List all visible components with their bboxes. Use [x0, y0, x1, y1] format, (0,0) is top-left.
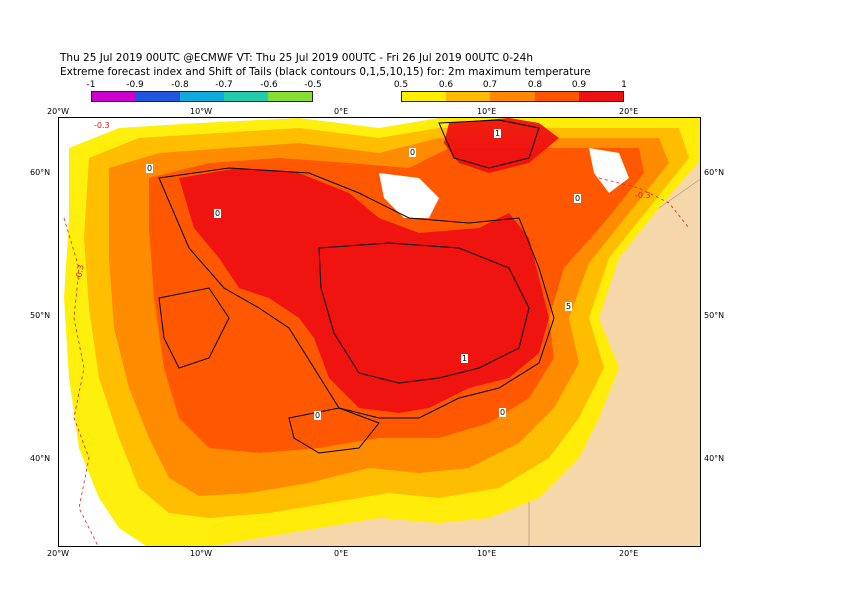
north-sea-gap — [379, 173, 439, 218]
colorbar-negative-swatch-5 — [268, 92, 312, 101]
colorbar-negative-tick-5: -0.6 — [260, 80, 278, 90]
colorbar-positive-swatch-4 — [534, 92, 579, 101]
colorbar-positive-tick-1: 0.5 — [393, 80, 409, 90]
right-lat-label-2: 50°N — [704, 311, 725, 320]
colorbar-negative-swatch-4 — [224, 92, 268, 101]
colorbar-negative-swatch-3 — [180, 92, 224, 101]
top-lon-label-2: 10°W — [190, 107, 213, 116]
bottom-lon-label-1: 20°W — [47, 549, 70, 558]
left-lat-label-2: 50°N — [30, 311, 51, 320]
efi-dashed-contour-east — [598, 177, 690, 229]
colorbar-positive-tick-5: 0.9 — [571, 80, 587, 90]
colorbar-negative-swatch-2 — [136, 92, 180, 101]
colorbar-negative-tick-4: -0.7 — [215, 80, 233, 90]
bottom-lon-label-5: 20°E — [619, 549, 639, 558]
colorbar-positive-swatch-3 — [490, 92, 535, 101]
colorbar-positive-tick-3: 0.7 — [482, 80, 498, 90]
efi-shading-red-scandinavia — [444, 118, 559, 173]
contour-label-7: 0 — [499, 408, 507, 417]
sot-contour-0 — [158, 167, 555, 419]
left-lat-label-3: 40°N — [30, 454, 51, 463]
colorbar-negative-tick-3: -0.8 — [171, 80, 189, 90]
bottom-lon-label-4: 10°E — [477, 549, 497, 558]
top-lon-label-4: 10°E — [477, 107, 497, 116]
efi-dashed-contour-west — [63, 217, 99, 546]
colorbar-positive-tick-4: 0.8 — [527, 80, 543, 90]
efi-map-svg — [59, 118, 700, 546]
efi-map: 0 0 1 5 0 1 0 0 0 -0.3 -0.3 -0.3 — [58, 117, 701, 547]
efi-shading-red — [179, 168, 549, 413]
dashed-label-1: -0.3 — [94, 121, 110, 130]
top-lon-label-3: 0°E — [334, 107, 349, 116]
dashed-label-3: -0.3 — [635, 191, 651, 200]
colorbar-negative-tick-2: -0.9 — [126, 80, 144, 90]
colorbar-positive-swatch-1 — [402, 92, 447, 101]
sot-contour-scandinavia — [438, 119, 540, 169]
colorbar-negative-swatch-1 — [92, 92, 136, 101]
map-title-line1: Thu 25 Jul 2019 00UTC @ECMWF VT: Thu 25 … — [60, 52, 534, 64]
top-lon-label-1: 20°W — [47, 107, 70, 116]
contour-label-5: 0 — [314, 411, 322, 420]
colorbar-negative — [91, 91, 313, 102]
colorbar-positive-tick-6: 1 — [621, 80, 627, 90]
colorbar-negative-tick-1: -1 — [86, 80, 96, 90]
contour-label-6: 1 — [461, 354, 469, 363]
bottom-lon-label-3: 0°E — [334, 549, 349, 558]
contour-label-3: 1 — [494, 129, 502, 138]
colorbar-negative-tick-6: -0.5 — [304, 80, 322, 90]
left-lat-label-1: 60°N — [30, 168, 51, 177]
right-lat-label-3: 40°N — [704, 454, 725, 463]
sot-contour-1 — [318, 242, 530, 384]
baltic-gap — [589, 148, 629, 193]
colorbar-positive — [401, 91, 624, 102]
colorbar-positive-tick-2: 0.6 — [438, 80, 454, 90]
contour-label-1: 0 — [146, 164, 154, 173]
colorbar-positive-swatch-5 — [578, 92, 624, 101]
contour-label-8: 0 — [409, 148, 417, 157]
sot-contour-iberia — [288, 407, 380, 454]
top-lon-label-5: 20°E — [619, 107, 639, 116]
contour-label-2: 0 — [214, 209, 222, 218]
contour-label-9: 0 — [574, 194, 582, 203]
contour-label-4: 5 — [565, 302, 573, 311]
map-title-line2: Extreme forecast index and Shift of Tail… — [60, 66, 591, 78]
sot-contour-biscay — [158, 287, 230, 369]
bottom-lon-label-2: 10°W — [190, 549, 213, 558]
right-lat-label-1: 60°N — [704, 168, 725, 177]
colorbar-positive-swatch-2 — [446, 92, 491, 101]
